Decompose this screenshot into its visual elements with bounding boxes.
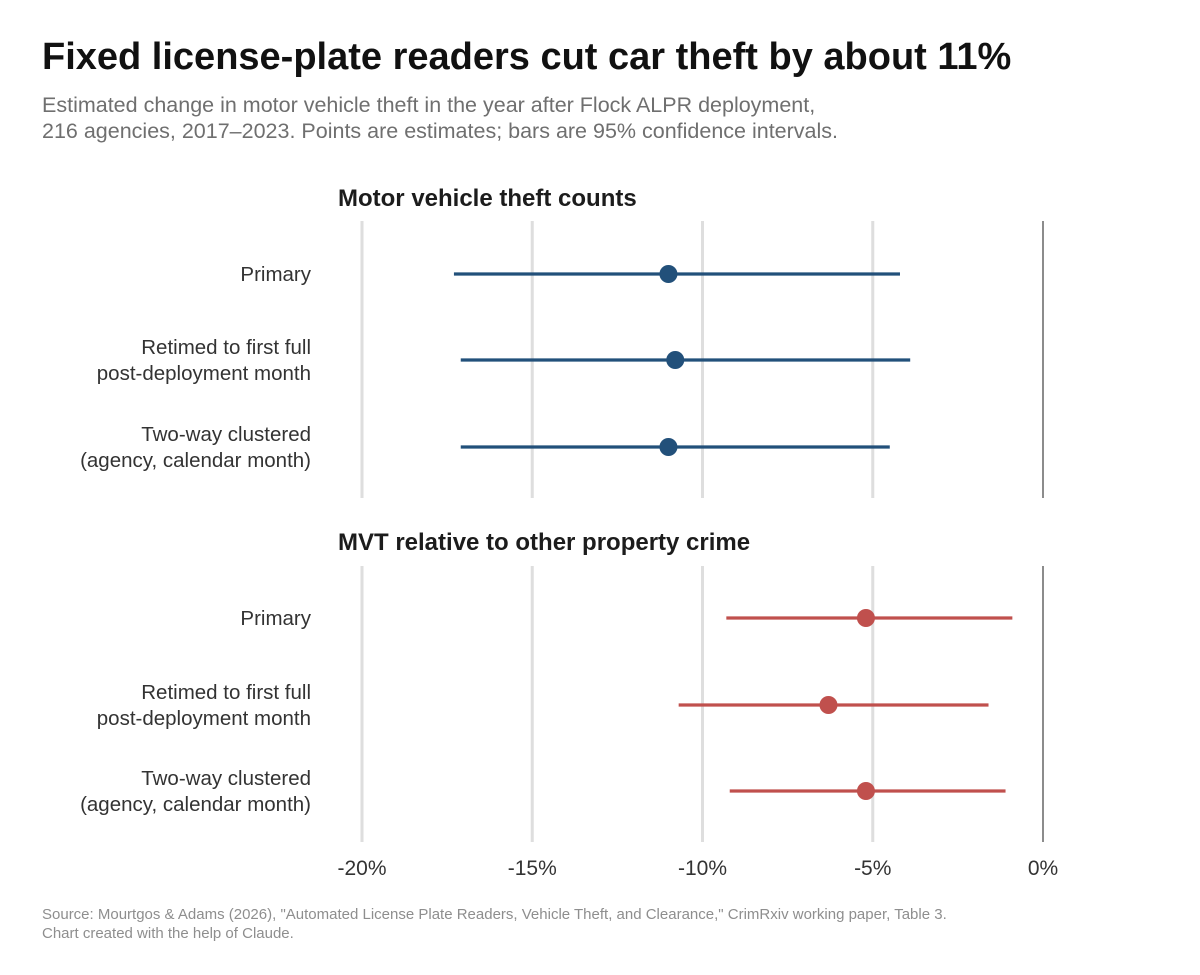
point-estimate — [659, 438, 678, 456]
point-estimate — [666, 351, 685, 369]
row-label: Retimed to first full — [141, 681, 311, 704]
row-label: Two-way clustered — [141, 423, 311, 446]
row-label: post-deployment month — [97, 362, 311, 385]
estimate-row: Primary — [240, 263, 900, 286]
panel-title: Motor vehicle theft counts — [338, 185, 637, 212]
estimate-row: Two-way clustered (agency, calendar month… — [80, 423, 890, 472]
chart-title: Fixed license-plate readers cut car thef… — [42, 36, 1012, 78]
row-label: post-deployment month — [97, 707, 311, 730]
estimate-row: Two-way clustered (agency, calendar month… — [80, 767, 1006, 816]
chart-subtitle: Estimated change in motor vehicle theft … — [42, 92, 838, 144]
estimate-row: Retimed to first full post-deployment mon… — [97, 336, 911, 385]
row-label: (agency, calendar month) — [80, 793, 311, 816]
estimate-row: Retimed to first full post-deployment mon… — [97, 681, 989, 730]
row-label: Two-way clustered — [141, 767, 311, 790]
row-label: Retimed to first full — [141, 336, 311, 359]
estimate-row: Primary — [240, 607, 1013, 630]
point-estimate — [856, 782, 875, 800]
x-axis: -20% -15% -10% -5% 0% — [337, 857, 1058, 880]
subtitle-line: Estimated change in motor vehicle theft … — [42, 93, 816, 117]
x-tick-label: -15% — [508, 857, 557, 880]
subtitle-line: 216 agencies, 2017–2023. Points are esti… — [42, 119, 838, 143]
credit-note: Chart created with the help of Claude. — [42, 925, 294, 942]
point-estimate — [819, 696, 838, 714]
panel-1: Motor vehicle theft counts Primary Retimed… — [80, 185, 1044, 498]
point-estimate — [659, 265, 678, 283]
panel-title: MVT relative to other property crime — [338, 529, 750, 556]
row-label: (agency, calendar month) — [80, 449, 311, 472]
x-tick-label: -20% — [337, 857, 386, 880]
x-tick-label: -10% — [678, 857, 727, 880]
panel-2: MVT relative to other property crime Prim… — [80, 529, 1044, 842]
point-estimate — [856, 609, 875, 627]
chart-caption: Source: Mourtgos & Adams (2026), "Automa… — [42, 905, 947, 943]
source-note: Source: Mourtgos & Adams (2026), "Automa… — [42, 906, 947, 923]
row-label: Primary — [240, 607, 311, 630]
row-label: Primary — [240, 263, 311, 286]
x-tick-label: 0% — [1028, 857, 1058, 880]
x-tick-label: -5% — [854, 857, 891, 880]
